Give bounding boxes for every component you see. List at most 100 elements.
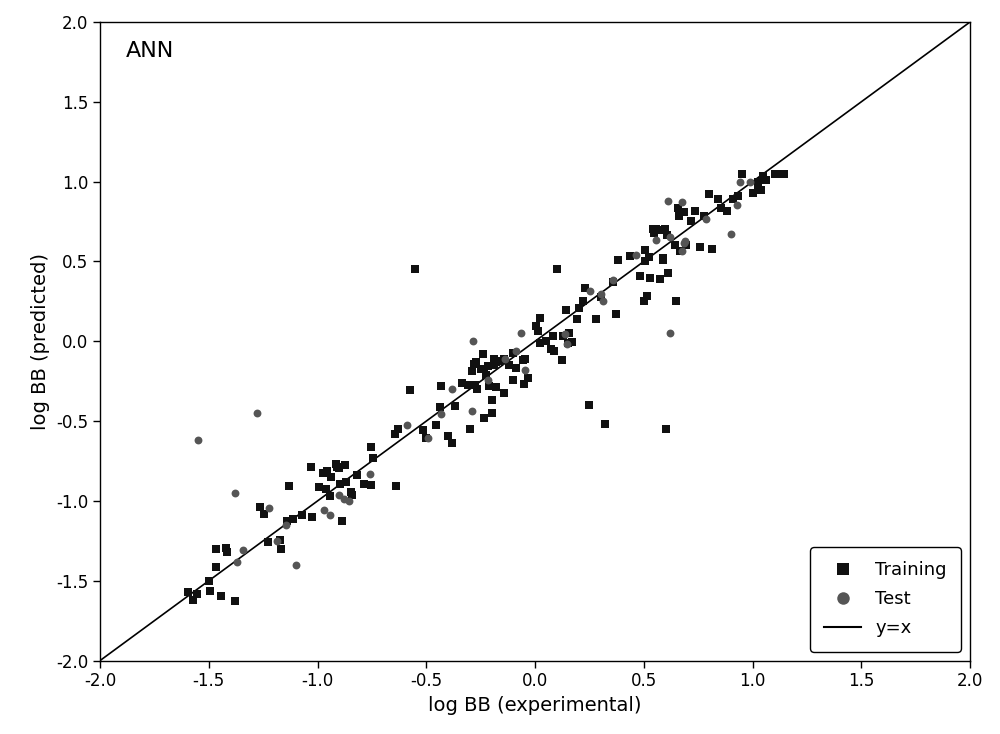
- Test: [723, 228, 739, 240]
- Training: [492, 355, 508, 366]
- Training: [486, 359, 502, 371]
- Training: [322, 490, 338, 502]
- Training: [532, 338, 548, 349]
- Test: [595, 296, 611, 308]
- Training: [528, 321, 544, 333]
- Training: [329, 461, 345, 473]
- Training: [655, 252, 671, 264]
- Training: [676, 206, 692, 218]
- Test: [676, 237, 692, 249]
- Training: [344, 490, 360, 501]
- Training: [311, 482, 327, 493]
- Training: [560, 338, 576, 349]
- Training: [343, 486, 359, 498]
- Training: [593, 291, 609, 302]
- Test: [229, 556, 245, 568]
- Training: [390, 423, 406, 435]
- Test: [261, 502, 277, 514]
- Training: [315, 467, 331, 479]
- Test: [732, 175, 748, 187]
- Training: [466, 358, 482, 370]
- Test: [582, 285, 598, 297]
- Training: [501, 359, 517, 371]
- Training: [549, 264, 565, 275]
- Test: [227, 487, 243, 499]
- Test: [513, 327, 529, 338]
- Training: [185, 594, 201, 606]
- Training: [476, 413, 492, 424]
- Training: [608, 308, 624, 320]
- Training: [484, 395, 500, 407]
- Training: [658, 424, 674, 435]
- Training: [469, 383, 485, 395]
- Training: [555, 330, 571, 341]
- Training: [588, 313, 604, 325]
- Training: [338, 476, 354, 488]
- Test: [605, 275, 621, 286]
- Training: [432, 401, 448, 413]
- Training: [363, 479, 379, 491]
- Training: [252, 501, 268, 513]
- Test: [444, 383, 460, 395]
- Training: [571, 302, 587, 314]
- Training: [356, 478, 372, 490]
- Test: [249, 407, 265, 419]
- Training: [467, 379, 483, 390]
- Training: [447, 400, 463, 412]
- Training: [704, 243, 720, 255]
- Training: [546, 345, 562, 357]
- Training: [671, 210, 687, 222]
- Training: [696, 210, 712, 222]
- Training: [415, 424, 431, 436]
- Training: [668, 296, 684, 308]
- Training: [554, 354, 570, 366]
- Training: [646, 227, 662, 239]
- Training: [468, 357, 484, 368]
- Test: [698, 214, 714, 225]
- Training: [304, 511, 320, 523]
- Training: [407, 264, 423, 275]
- Training: [713, 203, 729, 214]
- Training: [719, 205, 735, 217]
- Test: [508, 346, 524, 357]
- Training: [363, 441, 379, 453]
- Training: [480, 360, 496, 371]
- Training: [750, 181, 766, 193]
- Training: [488, 356, 504, 368]
- Training: [508, 362, 524, 374]
- Training: [755, 170, 771, 182]
- Test: [648, 234, 664, 246]
- Test: [662, 327, 678, 339]
- Test: [420, 432, 436, 444]
- Test: [674, 196, 690, 208]
- Training: [464, 366, 480, 377]
- Training: [657, 223, 673, 235]
- Training: [318, 483, 334, 495]
- Training: [418, 432, 434, 444]
- Test: [190, 435, 206, 446]
- Training: [642, 272, 658, 283]
- Training: [189, 589, 205, 600]
- Training: [701, 189, 717, 200]
- Text: ANN: ANN: [126, 41, 174, 61]
- Training: [538, 335, 554, 346]
- Test: [288, 559, 304, 571]
- Y-axis label: log BB (predicted): log BB (predicted): [31, 252, 50, 430]
- Training: [476, 363, 492, 375]
- Training: [505, 347, 521, 359]
- Training: [440, 430, 456, 442]
- Training: [532, 312, 548, 324]
- Test: [465, 335, 481, 347]
- Training: [520, 372, 536, 384]
- Training: [687, 205, 703, 217]
- Training: [331, 462, 347, 474]
- Training: [753, 184, 769, 196]
- Training: [564, 336, 580, 348]
- Training: [569, 313, 585, 325]
- Training: [725, 192, 741, 204]
- Test: [341, 495, 357, 506]
- Test: [660, 195, 676, 207]
- Test: [433, 408, 449, 420]
- Training: [692, 241, 708, 253]
- Training: [462, 424, 478, 435]
